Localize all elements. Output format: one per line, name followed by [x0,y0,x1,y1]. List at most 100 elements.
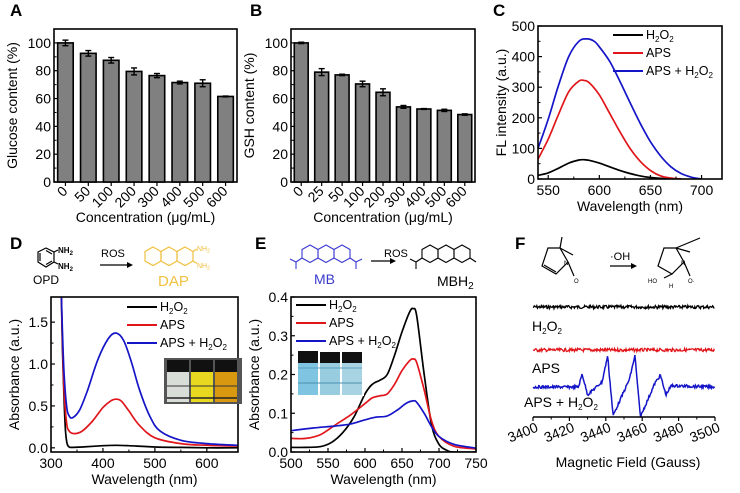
dap-label: DAP [158,273,189,290]
series-line-aps-h2o2 [538,38,702,179]
chart-panel-f: H2O2 APS APS + H2O2 3400 3420 3440 3460 3480 350… [505,303,722,470]
legend-label: APS + H2O2 [646,64,713,80]
y-tick-label: 20 [35,146,51,162]
x-tick-label: 3500 [687,419,722,446]
scheme-e: MB ROS MBH2 [289,244,477,292]
y-axis-label: Glucose content (%) [4,42,20,169]
x-tick-label: 0 [290,183,307,200]
x-tick-label: 3400 [505,419,540,446]
chart-panel-b: 02040608010002550100200300400500600Conce… [241,28,476,225]
y-tick-label: 100 [265,35,289,51]
y-tick-label: 0.2 [269,367,289,383]
epr-trace-h2o2 [532,303,715,311]
series-line-aps-h2o2 [291,399,476,449]
x-tick-label: 700 [427,455,451,471]
x-tick-label: 3460 [614,419,649,446]
legend-label: H2O2 [329,298,357,314]
bar [436,109,453,183]
y-tick-label: 40 [35,118,51,134]
y-tick-label: 40 [272,118,288,134]
trace-label-aps-h2o2: APS + H2O2 [524,394,598,412]
y-tick-label: 1.5 [29,314,49,330]
panel-letter-b: B [250,1,262,20]
x-tick-label: 200 [111,183,139,211]
x-tick-label: 500 [143,455,167,471]
opd-structure [37,247,59,268]
y-axis-label: Absorbance (a.u.) [6,319,22,430]
y-tick-label: 100 [28,35,52,51]
dmpo-oh-structure [657,237,701,279]
bar [171,81,189,183]
vials-photo-e [298,350,364,396]
series-line-h2o2 [538,158,682,179]
x-tick-label: 600 [588,182,612,198]
series-line-aps [291,358,476,450]
x-tick-label: 3440 [578,419,613,446]
series-line-aps-h2o2 [60,297,238,447]
panel-letter-a: A [10,1,22,20]
y-tick-label: 60 [35,91,51,107]
y-tick-label: 1.0 [29,356,49,372]
bar [354,83,371,183]
y-tick-label: 0 [527,171,535,187]
y-tick-label: 200 [512,110,536,126]
x-tick-label: 600 [353,455,377,471]
ros-label-e: ROS [384,248,408,260]
legend-label: APS + H2O2 [160,336,227,352]
chart-panel-c: 550 600 650 700 0 100 200 300 400 500 Wavelength (… [493,18,723,214]
y-axis-label: GSH content (%) [241,53,257,159]
scheme-f: N O ·OH HO H N O· [541,236,701,290]
x-tick-label: 3420 [542,419,577,446]
y-axis-label: Absorbance (a.u.) [246,319,262,430]
legend-label: H2O2 [646,28,674,44]
y-tick-label: 0.0 [269,444,289,460]
bar [457,113,473,183]
y-tick-label: 80 [272,63,288,79]
y-tick-label: 0.0 [29,440,49,456]
dmpo-n-label: N [564,261,568,267]
bar [293,42,309,183]
vials-photo-d [164,358,242,404]
y-axis-label: FL intensity (a.u.) [493,49,509,157]
x-tick-label: 500 [279,455,303,471]
x-tick-label: 25 [304,183,326,205]
bar [102,59,120,183]
panel-letter-e: E [255,234,266,253]
x-tick-label: 600 [203,183,231,211]
y-tick-label: 0.5 [29,398,49,414]
legend-label: H2O2 [160,300,188,316]
series-line-aps [538,79,682,179]
dap-structure [144,246,198,267]
epr-trace-aps-h2o2 [532,354,716,418]
bar [148,74,166,183]
nh2-label-bottom: NH2 [58,262,74,273]
trace-label-aps: APS [532,360,560,376]
dmpo-o-label: O [574,279,579,285]
y-tick-label: 500 [512,18,536,34]
x-axis-label: Concentration (μg/mL) [313,209,453,225]
series-line-aps [60,297,238,447]
x-tick-label: 400 [157,183,185,211]
trace-label-h2o2: H2O2 [532,318,562,336]
bar [216,95,235,183]
x-tick-label: 300 [39,455,63,471]
bar [375,91,391,183]
y-tick-label: 100 [512,140,536,156]
x-tick-label: 550 [316,455,340,471]
dmpo-structure [541,236,575,277]
x-tick-label: 3480 [651,419,686,446]
ros-label-d: ROS [101,248,125,260]
x-axis-label: Concentration (μg/mL) [76,209,216,225]
arrow-e [371,258,396,264]
bar [125,70,143,183]
panel-letter-c: C [493,1,505,20]
legend-label: APS [646,46,671,60]
panel-letter-d: D [10,234,22,253]
x-tick-label: 550 [537,182,561,198]
y-tick-label: 0.4 [269,289,289,305]
legend-label: APS + H2O2 [329,334,396,350]
chart-panel-e: 500 550 600 650 700 750 0.0 0.1 0.2 0.3 0.4 Wavelen… [246,289,488,487]
dap-nh2-top: NH2 [197,246,210,255]
bar [56,42,75,183]
